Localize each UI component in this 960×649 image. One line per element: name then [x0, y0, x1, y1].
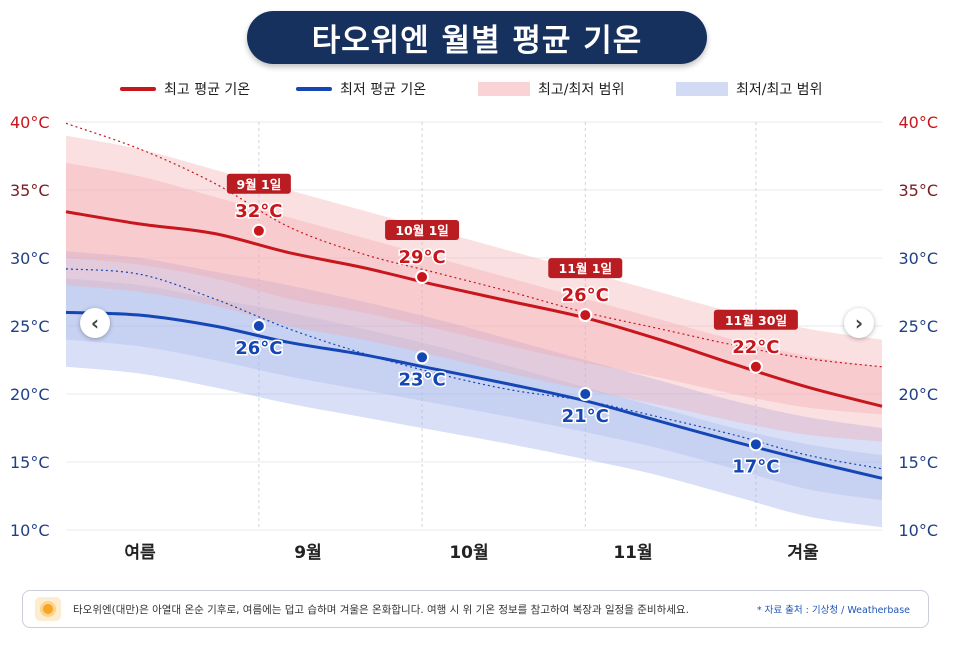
legend-min-line-swatch [296, 87, 332, 91]
legend-min-range-label: 최저/최고 범위 [736, 82, 823, 98]
max-value-label: 22°C [732, 337, 779, 358]
y-tick-label-right: 25°C [898, 317, 938, 336]
y-tick-label-right: 30°C [898, 249, 938, 268]
page-title: 타오위엔 월별 평균 기온 [247, 11, 707, 64]
y-tick-label-right: 10°C [898, 521, 938, 540]
legend-min-range-swatch [676, 82, 728, 96]
date-callout-box [713, 309, 798, 330]
legend-item-max-line: 최고 평균 기온 [120, 78, 250, 100]
x-tick-label: 10월 [449, 543, 488, 563]
y-tick-label-right: 35°C [898, 181, 938, 200]
legend-min-line-label: 최저 평균 기온 [340, 82, 427, 98]
chevron-right-icon: › [854, 311, 864, 335]
max-value-label: 26°C [562, 285, 609, 306]
chevron-left-icon: ‹ [90, 311, 100, 335]
min-value-label: 23°C [398, 369, 445, 390]
max-range-band [66, 135, 882, 442]
y-tick-label-left: 25°C [10, 317, 50, 336]
max-point [251, 223, 266, 238]
y-tick-label-right: 15°C [898, 453, 938, 472]
min-avg-line [65, 310, 883, 480]
legend-max-line-swatch [120, 87, 156, 91]
min-point [578, 387, 593, 401]
max-point [748, 359, 763, 374]
max-avg-line [65, 210, 883, 408]
min-range-band-inner [66, 278, 882, 501]
y-tick-label-left: 10°C [10, 521, 50, 540]
chart-legend: 최고 평균 기온 최저 평균 기온 최고/최저 범위 최저/최고 범위 [0, 78, 960, 100]
min-value-label: 26°C [235, 338, 282, 359]
min-point [251, 319, 266, 333]
max-point [415, 270, 430, 285]
info-note: 타오위엔(대만)은 아열대 온순 기후로, 여름에는 덥고 습하며 겨울은 온화… [22, 590, 929, 628]
max-value-label: 29°C [398, 247, 445, 268]
min-reference-line [65, 268, 883, 470]
y-tick-label-left: 30°C [10, 249, 50, 268]
next-button[interactable]: › [844, 308, 874, 338]
date-callout-box [385, 220, 460, 241]
y-tick-label-left: 20°C [10, 385, 50, 404]
max-point [578, 308, 593, 323]
legend-item-min-range: 최저/최고 범위 [676, 78, 822, 100]
min-value-label: 17°C [732, 456, 779, 477]
min-point [748, 437, 763, 452]
legend-max-range-label: 최고/최저 범위 [538, 82, 625, 98]
y-tick-label-left: 15°C [10, 453, 50, 472]
note-text: 타오위엔(대만)은 아열대 온순 기후로, 여름에는 덥고 습하며 겨울은 온화… [73, 603, 689, 616]
legend-item-max-range: 최고/최저 범위 [478, 78, 624, 100]
min-range-band [66, 251, 882, 528]
y-tick-label-left: 40°C [10, 113, 50, 132]
x-tick-label: 11월 [613, 543, 652, 563]
date-callout-box [226, 173, 291, 194]
x-tick-label: 9월 [294, 543, 321, 563]
legend-max-line-label: 최고 평균 기온 [164, 82, 251, 98]
y-tick-label-left: 35°C [10, 181, 50, 200]
max-value-label: 32°C [235, 201, 282, 222]
date-callout-label: 11월 1일 [559, 261, 612, 276]
legend-item-min-line: 최저 평균 기온 [296, 78, 426, 100]
min-value-label: 21°C [562, 406, 609, 427]
max-range-band-inner [66, 162, 882, 415]
x-tick-label: 여름 [124, 543, 156, 563]
date-callout-box [548, 258, 623, 279]
date-callout-label: 9월 1일 [236, 177, 281, 192]
sun-icon [35, 597, 61, 621]
y-tick-label-right: 20°C [898, 385, 938, 404]
x-tick-label: 겨울 [787, 543, 819, 563]
max-reference-line [65, 122, 883, 368]
y-tick-label-right: 40°C [898, 113, 938, 132]
legend-max-range-swatch [478, 82, 530, 96]
min-point [415, 350, 430, 365]
prev-button[interactable]: ‹ [80, 308, 110, 338]
date-callout-label: 11월 30일 [725, 313, 787, 328]
temperature-chart: 40°C 40°C 35°C 35°C 30°C 30°C 25°C 25°C 20°C 20°C… [10, 113, 938, 563]
date-callout-label: 10월 1일 [395, 223, 448, 238]
note-source: * 자료 출처 : 기상청 / Weatherbase [756, 605, 910, 616]
